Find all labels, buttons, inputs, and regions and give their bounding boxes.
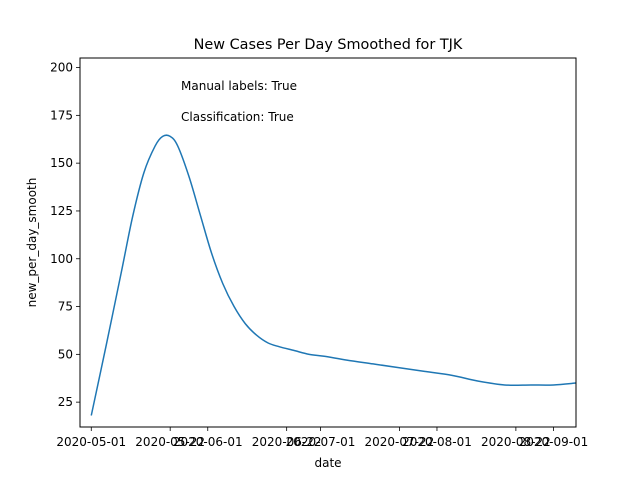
x-tick-label: 2020-05-22	[135, 435, 205, 449]
y-tick-label: 175	[50, 108, 73, 122]
chart-title: New Cases Per Day Smoothed for TJK	[194, 37, 463, 53]
x-tick-label: 2020-06-22	[252, 435, 322, 449]
x-tick-label: 2020-07-22	[365, 435, 435, 449]
y-axis: 25 50 75 100 125 150 175 200	[50, 61, 80, 409]
y-tick-label: 75	[58, 300, 73, 314]
x-tick-label: 2020-08-01	[402, 435, 472, 449]
x-tick-label: 2020-06-01	[173, 435, 243, 449]
series-line	[90, 134, 577, 416]
axes-frame	[79, 57, 577, 428]
x-tick-label: 2020-05-01	[56, 435, 126, 449]
y-tick-label: 50	[58, 347, 73, 361]
x-tick-label: 2020-07-01	[286, 435, 356, 449]
y-tick-label: 200	[50, 61, 73, 75]
y-tick-label: 150	[50, 156, 73, 170]
y-tick-label: 125	[50, 204, 73, 218]
y-tick-label: 100	[50, 252, 73, 266]
annotation-classification: Classification: True	[181, 110, 294, 124]
x-tick-label: 2020-09-01	[519, 435, 589, 449]
annotation-manual-labels: Manual labels: True	[181, 79, 297, 93]
x-tick-label: 2020-08-22	[481, 435, 551, 449]
y-axis-label: new_per_day_smooth	[25, 178, 39, 308]
x-axis-label: date	[314, 456, 341, 470]
y-tick-label: 25	[58, 395, 73, 409]
